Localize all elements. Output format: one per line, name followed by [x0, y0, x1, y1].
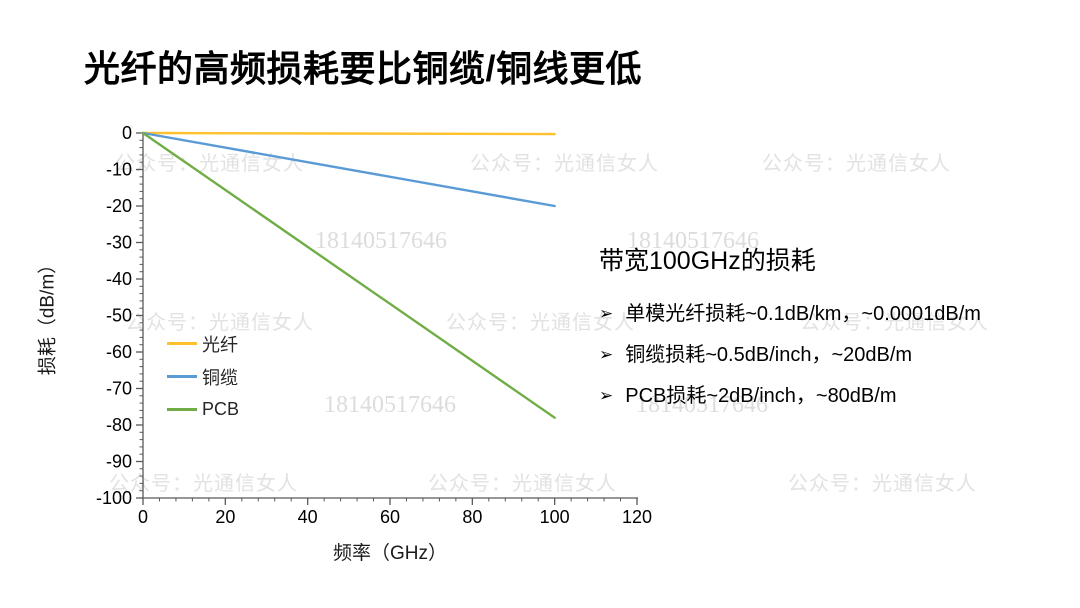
axis-tick-labels: 0 20 40 60 80 100 120 0 -10 -20 -30 -40 -50 -60 -70 -80… [96, 123, 652, 527]
watermark-account: 公众号：光通信女人 [470, 153, 659, 175]
watermark-account: 公众号：光通信女人 [115, 153, 304, 175]
page-title: 光纤的高频损耗要比铜缆/铜线更低 [84, 48, 643, 89]
y-tick-label: -60 [106, 342, 132, 362]
arrow-bullet-icon: ➢ [599, 386, 614, 405]
legend-label: PCB [202, 399, 240, 419]
y-tick-label: -40 [106, 269, 132, 289]
chart-legend: 光纤铜缆 PCB [167, 327, 239, 426]
y-tick-label: -100 [96, 488, 132, 508]
y-axis-title: 损耗（dB/m） [37, 254, 59, 376]
note-bullet: ➢ 单模光纤损耗~0.1dB/km，~0.0001dB/m [599, 302, 1079, 326]
x-tick-label: 0 [138, 507, 148, 527]
series-line-铜缆 [141, 131, 556, 208]
arrow-bullet-icon: ➢ [599, 304, 614, 323]
x-tick-label: 100 [540, 507, 570, 527]
x-axis-title: 频率（GHz） [332, 543, 447, 564]
watermark-account: 公众号：光通信女人 [788, 473, 977, 495]
y-tick-label: -50 [106, 306, 132, 326]
notes-panel: 带宽100GHz的损耗 ➢ 单模光纤损耗~0.1dB/km，~0.0001dB/… [599, 241, 1079, 425]
y-tick-label: -10 [106, 160, 132, 180]
watermark-account: 公众号：光通信女人 [762, 153, 951, 175]
legend-item: 铜缆 [167, 360, 239, 393]
y-tick-label: -20 [106, 196, 132, 216]
y-tick-label: -90 [106, 452, 132, 472]
legend-label: 光纤 [202, 334, 238, 355]
note-bullet-text: PCB损耗~2dB/inch，~80dB/m [625, 385, 897, 407]
arrow-bullet-icon: ➢ [599, 345, 614, 364]
series-line-光纤 [141, 131, 556, 136]
axis-ticks [136, 132, 638, 505]
watermark-number: 18140517646 [315, 228, 447, 254]
notes-heading: 带宽100GHz的损耗 [599, 247, 816, 275]
note-bullet: ➢ PCB损耗~2dB/inch，~80dB/m [599, 384, 1079, 408]
legend-label: 铜缆 [202, 367, 238, 388]
y-tick-label: 0 [122, 123, 132, 143]
y-tick-label: -30 [106, 233, 132, 253]
note-bullet-text: 铜缆损耗~0.5dB/inch，~20dB/m [625, 344, 913, 366]
legend-swatch [167, 342, 197, 345]
note-bullet-text: 单模光纤损耗~0.1dB/km，~0.0001dB/m [625, 303, 981, 325]
legend-swatch [167, 408, 197, 411]
x-tick-label: 120 [622, 507, 652, 527]
watermark-account: 公众号：光通信女人 [428, 473, 617, 495]
watermark-account: 公众号：光通信女人 [109, 473, 298, 495]
legend-item: PCB [167, 393, 239, 426]
x-tick-label: 20 [215, 507, 235, 527]
y-tick-label: -80 [106, 415, 132, 435]
note-bullet: ➢ 铜缆损耗~0.5dB/inch，~20dB/m [599, 343, 1079, 367]
legend-swatch [167, 375, 197, 378]
watermark-number: 18140517646 [324, 392, 456, 418]
y-tick-label: -70 [106, 379, 132, 399]
legend-item: 光纤 [167, 327, 239, 360]
x-tick-label: 40 [298, 507, 318, 527]
x-tick-label: 60 [380, 507, 400, 527]
x-tick-label: 80 [462, 507, 482, 527]
